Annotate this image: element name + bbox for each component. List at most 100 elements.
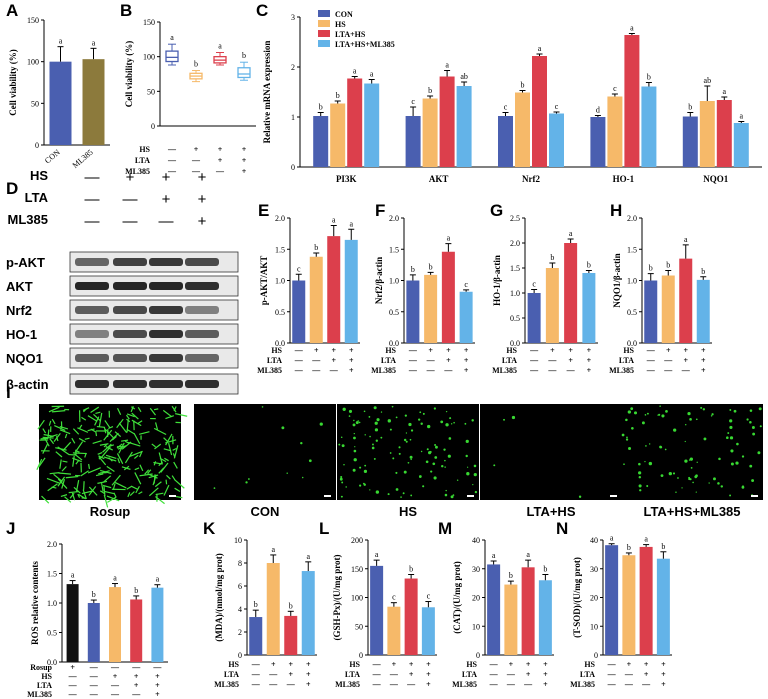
fluorescence-spot <box>374 421 378 425</box>
chart-C-legend-label: CON <box>335 10 353 19</box>
chart-E-ytick-label: 0.0 <box>275 339 285 348</box>
fluorescence-spot <box>398 446 401 449</box>
fluorescence-cell <box>153 427 167 436</box>
chart-M-cond-mark: + <box>543 670 548 679</box>
fluorescence-cell <box>134 472 142 485</box>
chart-A-bar <box>82 59 105 145</box>
fluorescence-cell <box>137 420 143 425</box>
fluorescence-cell <box>171 405 177 413</box>
fluorescence-spot <box>409 455 413 459</box>
fluorescence-spot <box>281 426 285 430</box>
fluorescence-spot <box>410 494 413 497</box>
panel-label-C: C <box>256 1 268 20</box>
chart-C-ytick-label: 1 <box>291 113 295 122</box>
fluorescence-cell <box>151 443 156 448</box>
chart-K-ytick-label: 0 <box>238 651 242 660</box>
chart-F-cond-mark: + <box>428 346 433 355</box>
panel-label-A: A <box>6 1 18 20</box>
fluorescence-spot <box>425 460 429 464</box>
chart-C-sig-label: a <box>445 61 449 70</box>
chart-J-sig-label: a <box>156 575 160 584</box>
chart-H-ytick-label: 1.5 <box>627 245 637 254</box>
fluorescence-spot <box>471 419 474 422</box>
fluorescence-spot <box>638 484 642 488</box>
chart-J-cond-mark: + <box>134 672 139 681</box>
fluorescence-cell <box>96 425 105 428</box>
fluorescence-spot <box>395 488 399 491</box>
chart-J-cond-mark: + <box>113 672 118 681</box>
fluorescence-cell <box>77 493 81 498</box>
chart-E-sig-label: a <box>332 216 336 225</box>
wb-condition-mark: + <box>162 191 171 208</box>
fluorescence-spot <box>710 415 713 417</box>
fluorescence-cell <box>172 447 177 451</box>
chart-F-cond-mark: + <box>446 356 451 365</box>
chart-B-cond-name: HS <box>139 145 150 154</box>
chart-C-bar <box>716 100 732 167</box>
fluorescence-spot <box>341 444 345 448</box>
fluorescence-cell <box>123 465 130 471</box>
fluorescence-spot <box>340 495 343 498</box>
fluorescence-spot <box>466 472 470 476</box>
chart-F-cond-name: LTA <box>381 356 396 365</box>
fluorescence-spot <box>405 440 408 443</box>
fluorescence-spot <box>730 449 734 453</box>
chart-A: 0 50 100 150 Cell viability (%) a a CON ML385 <box>8 16 110 170</box>
fluorescence-spot <box>418 418 421 421</box>
fluorescence-cell <box>100 469 112 475</box>
fluorescence-spot <box>638 462 641 466</box>
fluorescence-cell <box>163 484 170 496</box>
chart-E-cond-mark: + <box>331 346 336 355</box>
chart-L-bar <box>421 607 435 655</box>
fluorescence-spot <box>375 490 380 494</box>
chart-F-ytick-label: 1.0 <box>389 277 399 286</box>
fluorescence-cell <box>62 441 72 451</box>
fluorescence-spot <box>434 443 437 446</box>
chart-B-cond-mark: + <box>194 145 199 154</box>
chart-F-bar <box>424 274 438 343</box>
fluorescence-cell <box>171 475 176 481</box>
fluorescence-spot <box>758 407 762 411</box>
scale-bar <box>751 495 758 497</box>
chart-K-bar <box>249 617 263 655</box>
fluorescence-cell <box>37 419 45 430</box>
fluorescence-spot <box>447 454 451 458</box>
chart-M-cond-mark: — <box>506 680 516 689</box>
fluorescence-cell <box>107 496 117 503</box>
chart-H-cond-mark: + <box>701 346 706 355</box>
fluorescence-cell <box>173 406 177 412</box>
fluorescence-cell <box>102 475 112 483</box>
fluorescence-cell <box>103 494 109 508</box>
fluorescence-spot <box>348 415 351 417</box>
fluorescence-cell <box>65 475 79 479</box>
fluorescence-cell <box>168 442 173 456</box>
fluorescence-spot <box>733 409 737 413</box>
chart-K-ytick-label: 10 <box>234 536 242 545</box>
fluorescence-spot <box>641 421 645 425</box>
fluorescence-cell <box>49 472 60 475</box>
fluorescence-caption: LTA+HS <box>527 504 576 519</box>
fluorescence-spot <box>403 438 407 442</box>
fluorescence-cell <box>80 470 89 477</box>
fluorescence-cell <box>94 416 100 426</box>
fluorescence-spot <box>450 423 453 425</box>
chart-K-ytick-label: 4 <box>238 605 242 614</box>
chart-F-cond-mark: — <box>408 356 418 365</box>
chart-H-ytick-label: 2.0 <box>627 214 637 223</box>
fluorescence-spot <box>730 462 734 466</box>
fluorescence-spot <box>639 489 642 492</box>
chart-L-cond-mark: — <box>372 680 382 689</box>
chart-B-cond-mark: — <box>191 156 201 165</box>
chart-L-sig-label: c <box>392 593 396 602</box>
panel-label-L: L <box>319 519 329 538</box>
fluorescence-cell <box>103 486 106 497</box>
fluorescence-cell <box>103 429 113 441</box>
wb-band <box>149 354 183 362</box>
fluorescence-spot <box>465 439 469 443</box>
fluorescence-cell <box>98 455 105 460</box>
chart-J-cond-mark: — <box>152 663 162 672</box>
fluorescence-cell <box>160 462 169 473</box>
fluorescence-cell <box>48 420 52 426</box>
fluorescence-cell <box>173 445 179 459</box>
